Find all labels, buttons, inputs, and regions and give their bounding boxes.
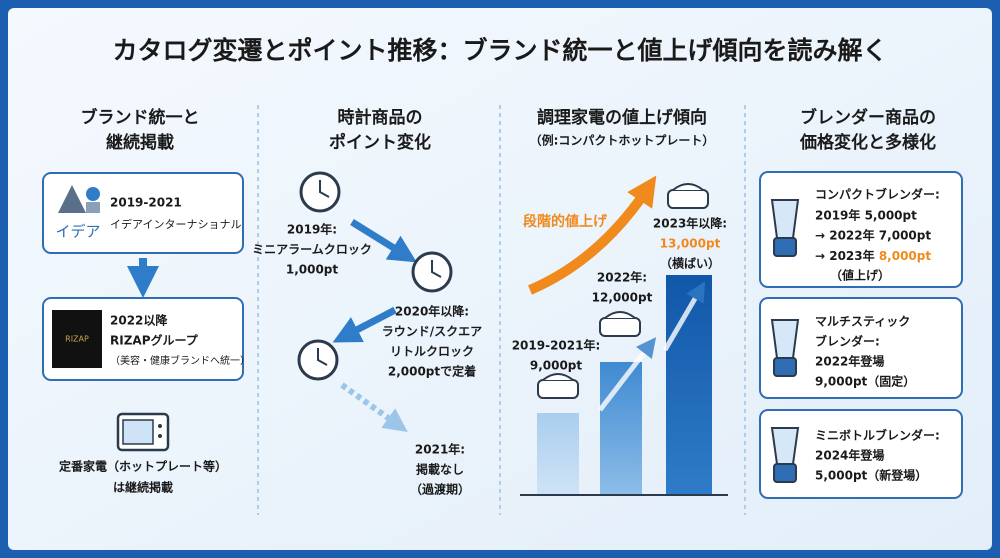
subheading: （例:コンパクトホットプレート） <box>530 133 715 148</box>
card-text: 2022年登場 <box>815 354 884 369</box>
heading: 継続掲載 <box>106 132 174 153</box>
clock-icon-part <box>317 348 328 366</box>
heading: 時計商品の <box>338 107 423 128</box>
clock-icon-part <box>431 260 442 278</box>
step-text: 2020年以降: <box>395 304 469 319</box>
step-text: 2021年: <box>415 442 465 457</box>
card-text: 2019年 5,000pt <box>815 208 917 223</box>
hotplate-icon-part <box>672 183 704 191</box>
hotplate-icon-part <box>537 379 579 399</box>
title: カタログ変遷とポイント推移：ブランド統一と値上げ傾向を読み解く <box>112 36 887 65</box>
step-text: 掲載なし <box>416 462 464 477</box>
bar <box>537 413 579 495</box>
blender-icon <box>770 427 800 483</box>
blender-column: ブレンダー商品の 価格変化と多様化 コンパクトブレンダー: 2019年 5,00… <box>759 107 963 499</box>
hotplate-icon-part <box>599 317 641 337</box>
idea-logo: イデア <box>55 185 101 241</box>
hotplate-icon-part <box>604 311 636 319</box>
step-text: 1,000pt <box>286 263 339 277</box>
arrow <box>332 306 397 343</box>
step-text: ラウンド/スクエア <box>382 325 482 339</box>
note: 定番家電（ホットプレート等） <box>59 459 227 474</box>
card-text: → 2022年 7,000pt <box>815 228 931 243</box>
note: は継続掲載 <box>113 480 173 495</box>
hotplate-icon <box>537 373 579 399</box>
price-highlight: 8,000pt <box>879 249 932 263</box>
hotplate-icon-part <box>542 373 574 381</box>
blender-icon-part <box>770 427 800 465</box>
microwave-icon-part <box>158 424 162 428</box>
card-text: → 2023年 <box>815 248 879 263</box>
card <box>759 171 963 288</box>
heading: ブランド統一と <box>81 107 200 128</box>
idea-logo-part <box>58 185 86 213</box>
heading: ポイント変化 <box>329 132 431 153</box>
hotplate-icon <box>599 311 641 337</box>
step-text: リトルクロック <box>390 345 474 359</box>
hotplate-icon <box>667 183 709 209</box>
step-text: （過渡期） <box>410 482 470 497</box>
step-text: ミニアラームクロック <box>252 243 372 257</box>
step-text: 2022年: <box>597 270 647 285</box>
arrow-label: 段階的値上げ <box>523 213 608 230</box>
idea-logo-part <box>86 187 100 201</box>
arrow <box>662 281 706 352</box>
hotplate-icon-part <box>667 189 709 209</box>
arrow <box>350 219 417 263</box>
rizap-logo <box>52 310 102 368</box>
clock-icon-part <box>319 180 330 198</box>
arrow <box>340 382 408 432</box>
clock-column: 時計商品の ポイント変化 2019年: ミニアラームクロック 1,000pt 2… <box>252 107 482 497</box>
step-text: （横ばい） <box>660 256 720 271</box>
card-text: RIZAPグループ <box>110 333 199 348</box>
logo-text: RIZAP <box>65 335 89 344</box>
step-text: 2019年: <box>287 222 337 237</box>
step-text: 2023年以降: <box>653 216 727 231</box>
clock-icon <box>411 251 453 293</box>
trend-arrow <box>528 175 657 295</box>
card-text: （値上げ） <box>830 268 890 283</box>
step-text: 2,000ptで定着 <box>388 364 476 379</box>
card <box>759 297 963 399</box>
heading: 調理家電の値上げ傾向 <box>537 107 707 128</box>
blender-icon-part <box>773 237 797 257</box>
arrow <box>598 337 657 412</box>
card <box>759 409 963 499</box>
step-text: 9,000pt <box>530 359 583 373</box>
card-text: 2022以降 <box>110 313 168 328</box>
clock-icon <box>299 171 341 213</box>
background <box>8 8 992 550</box>
brand-column: ブランド統一と 継続掲載 イデア 2019-2021 イデアインターナショナル … <box>42 107 250 495</box>
blender-icon <box>770 319 800 377</box>
card-text: 9,000pt（固定） <box>815 374 915 389</box>
cooker-column: 調理家電の値上げ傾向 （例:コンパクトホットプレート） 段階的値上げ 2019-… <box>512 107 728 496</box>
card-text: 5,000pt（新登場） <box>815 468 927 483</box>
card-text: 2019-2021 <box>110 196 182 210</box>
card-text: イデアインターナショナル <box>110 217 241 231</box>
blender-icon-part <box>770 199 800 239</box>
idea-logo-part <box>86 202 100 213</box>
clock-icon <box>297 339 339 381</box>
heading: ブレンダー商品の <box>800 107 936 128</box>
card-text: 2024年登場 <box>815 448 884 463</box>
blender-icon-part <box>770 319 800 359</box>
card-text: ミニボトルブレンダー: <box>815 428 940 443</box>
microwave-icon-part <box>122 419 154 445</box>
step-text: 2019-2021年: <box>512 338 601 353</box>
blender-icon <box>770 199 800 257</box>
microwave-icon-part <box>158 434 162 438</box>
card-text: マルチスティック <box>815 315 910 329</box>
step-text: 12,000pt <box>592 291 653 305</box>
heading: 価格変化と多様化 <box>799 132 936 153</box>
card-text: → 2023年 8,000pt <box>815 248 931 263</box>
step-text: 13,000pt <box>660 237 721 251</box>
card-text: （美容・健康ブランドへ統一） <box>110 354 250 367</box>
blender-icon-part <box>773 463 797 483</box>
logo-text: イデア <box>55 223 100 241</box>
blender-icon-part <box>773 357 797 377</box>
microwave-icon <box>116 412 170 452</box>
card-text: コンパクトブレンダー: <box>815 187 940 202</box>
card-text: ブレンダー: <box>815 334 880 349</box>
